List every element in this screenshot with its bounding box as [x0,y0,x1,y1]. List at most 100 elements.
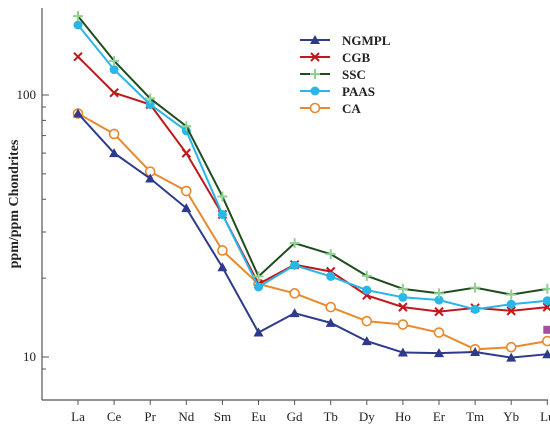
x-tick-label-ce: Ce [107,409,122,424]
series-ngmpl-point [361,336,372,346]
series-ssc-point [434,288,444,299]
series-ngmpl-point [145,173,156,183]
series-ngmpl-point [217,262,228,272]
legend-label-cgb: CGB [342,50,371,65]
series-ssc [73,11,550,300]
series-cgb-line [77,56,548,313]
series-ca-point [397,319,409,330]
series-ca-point [433,327,445,338]
x-ticks: La Ce Pr Nd Sm Eu Gd Tb Dy Ho Er Tm Yb Lu [71,400,550,424]
series-cgb-point [398,302,408,312]
series-ngmpl-point [470,346,481,356]
x-tick-label-yb: Yb [503,409,519,424]
series-ngmpl-point [289,308,300,318]
legend-item-ca: CA [300,101,361,116]
series-paas-point [326,271,336,281]
series-cgb-point [109,88,119,98]
annotation-layer [543,325,550,334]
series-paas-point [217,209,227,219]
series-paas-line [77,24,548,311]
x-tick-label-la: La [71,409,85,424]
legend-item-paas: PAAS [300,84,375,99]
series-ssc-point [325,249,336,260]
axes [41,8,548,401]
x-tick-label-dy: Dy [359,409,375,424]
series-ssc-point [109,55,120,66]
legend-item-ngmpl: NGMPL [300,33,391,48]
series-ngmpl-line [77,112,548,359]
series-ngmpl-point [506,352,517,362]
series-paas-point [362,285,372,295]
series-ngmpl-point [434,348,444,358]
legend-label-ca: CA [342,101,361,116]
x-tick-label-eu: Eu [251,409,266,424]
series-ca-point [542,335,550,347]
legend-label-ngmpl: NGMPL [342,33,391,48]
x-tick-label-tb: Tb [323,409,337,424]
y-ticks: 10 100 [17,87,49,370]
series-cgb-point [434,306,444,317]
series-ngmpl-point [325,317,336,327]
series-ssc-point [181,121,192,132]
legend-swatch-marker [310,52,320,62]
extra-point-lu [543,325,550,334]
series-ca-point [217,245,228,256]
series-paas-point [398,292,408,302]
x-tick-label-gd: Gd [287,409,303,424]
legend-item-ssc: SSC [300,67,366,82]
series-ca-point [108,128,120,140]
y-tick-label: 100 [17,87,37,102]
series-ca-point [505,341,517,353]
series-paas-point [290,260,300,270]
series-paas-point [434,295,444,305]
legend-label-ssc: SSC [342,67,366,82]
series-cgb-point [181,148,192,158]
x-tick-label-lu: Lu [540,409,550,424]
x-tick-label-ho: Ho [395,409,411,424]
series-ca-point [361,315,373,327]
series-layer [72,11,550,362]
series-cgb-point [73,52,83,62]
series-ssc-point [470,282,481,293]
legend-item-cgb: CGB [300,50,371,65]
series-paas-point [73,20,83,30]
x-tick-label-er: Er [433,409,446,424]
series-cgb-point [506,306,516,316]
series-ngmpl-point [253,327,264,337]
legend-swatch-marker [310,69,320,79]
series-ssc-point [397,283,408,294]
series-ca-point [325,301,337,313]
legend-swatch-marker [310,35,320,44]
series-ca-point [289,288,300,299]
series-ngmpl-point [73,108,83,118]
legend: NGMPL CGB SSC PAAS CA [300,33,391,116]
series-ngmpl-point [181,203,192,213]
series-ca-point [181,185,192,197]
series-paas-point [470,304,480,314]
series-ngmpl-point [109,148,120,158]
y-axis-title: ppm/ppm Chondrites [7,139,22,268]
series-ngmpl-point [397,347,408,357]
x-tick-label-sm: Sm [214,409,231,424]
legend-swatch-marker [309,102,321,114]
series-ssc-point [217,191,228,202]
series-paas-point [506,299,516,309]
x-tick-label-pr: Pr [144,409,156,424]
series-ssc-point [289,238,300,249]
series-ssc-line [77,15,548,296]
x-tick-label-tm: Tm [466,409,484,424]
series-paas-point [109,65,119,75]
series-ssc-point [542,283,550,294]
series-ca-line [77,112,548,351]
y-tick-label: 10 [23,349,36,364]
legend-label-paas: PAAS [342,84,375,99]
series-ngmpl [73,108,550,362]
legend-swatch-marker [310,86,320,96]
x-tick-label-nd: Nd [178,409,194,424]
series-paas-point [254,282,263,292]
series-paas-point [542,296,550,306]
series-ssc-point [73,11,83,22]
series-paas-point [145,99,155,109]
series-ssc-point [361,270,372,281]
